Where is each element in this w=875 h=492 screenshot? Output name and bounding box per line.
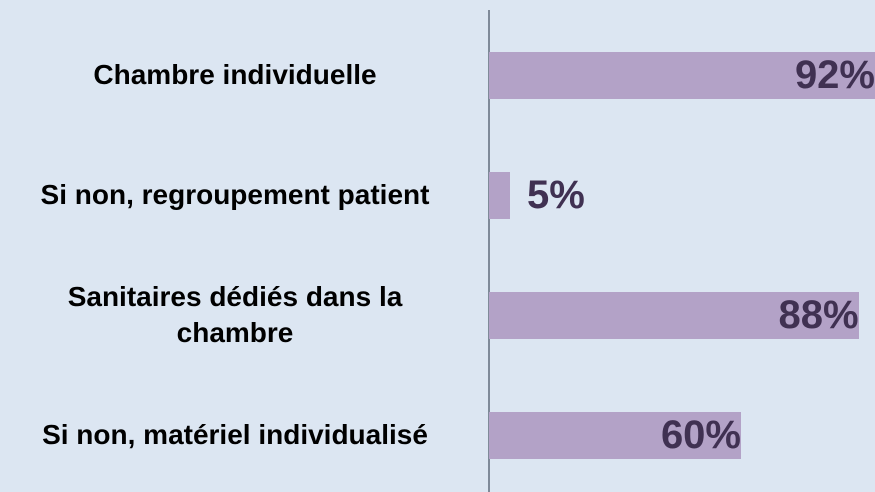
axis-line bbox=[488, 10, 490, 492]
value-label: 5% bbox=[527, 173, 585, 217]
value-label: 88% bbox=[778, 293, 859, 337]
category-label: Sanitaires dédiés dans la chambre bbox=[67, 281, 403, 348]
value-label: 60% bbox=[660, 413, 741, 457]
bar bbox=[489, 171, 510, 219]
value-label: 92% bbox=[794, 53, 875, 97]
category-label: Si non, matériel individualisé bbox=[42, 419, 428, 450]
category-label: Chambre individuelle bbox=[93, 59, 377, 90]
category-label: Si non, regroupement patient bbox=[40, 179, 430, 210]
bar bbox=[489, 51, 875, 99]
bar bbox=[489, 291, 859, 339]
bar bbox=[489, 411, 741, 459]
